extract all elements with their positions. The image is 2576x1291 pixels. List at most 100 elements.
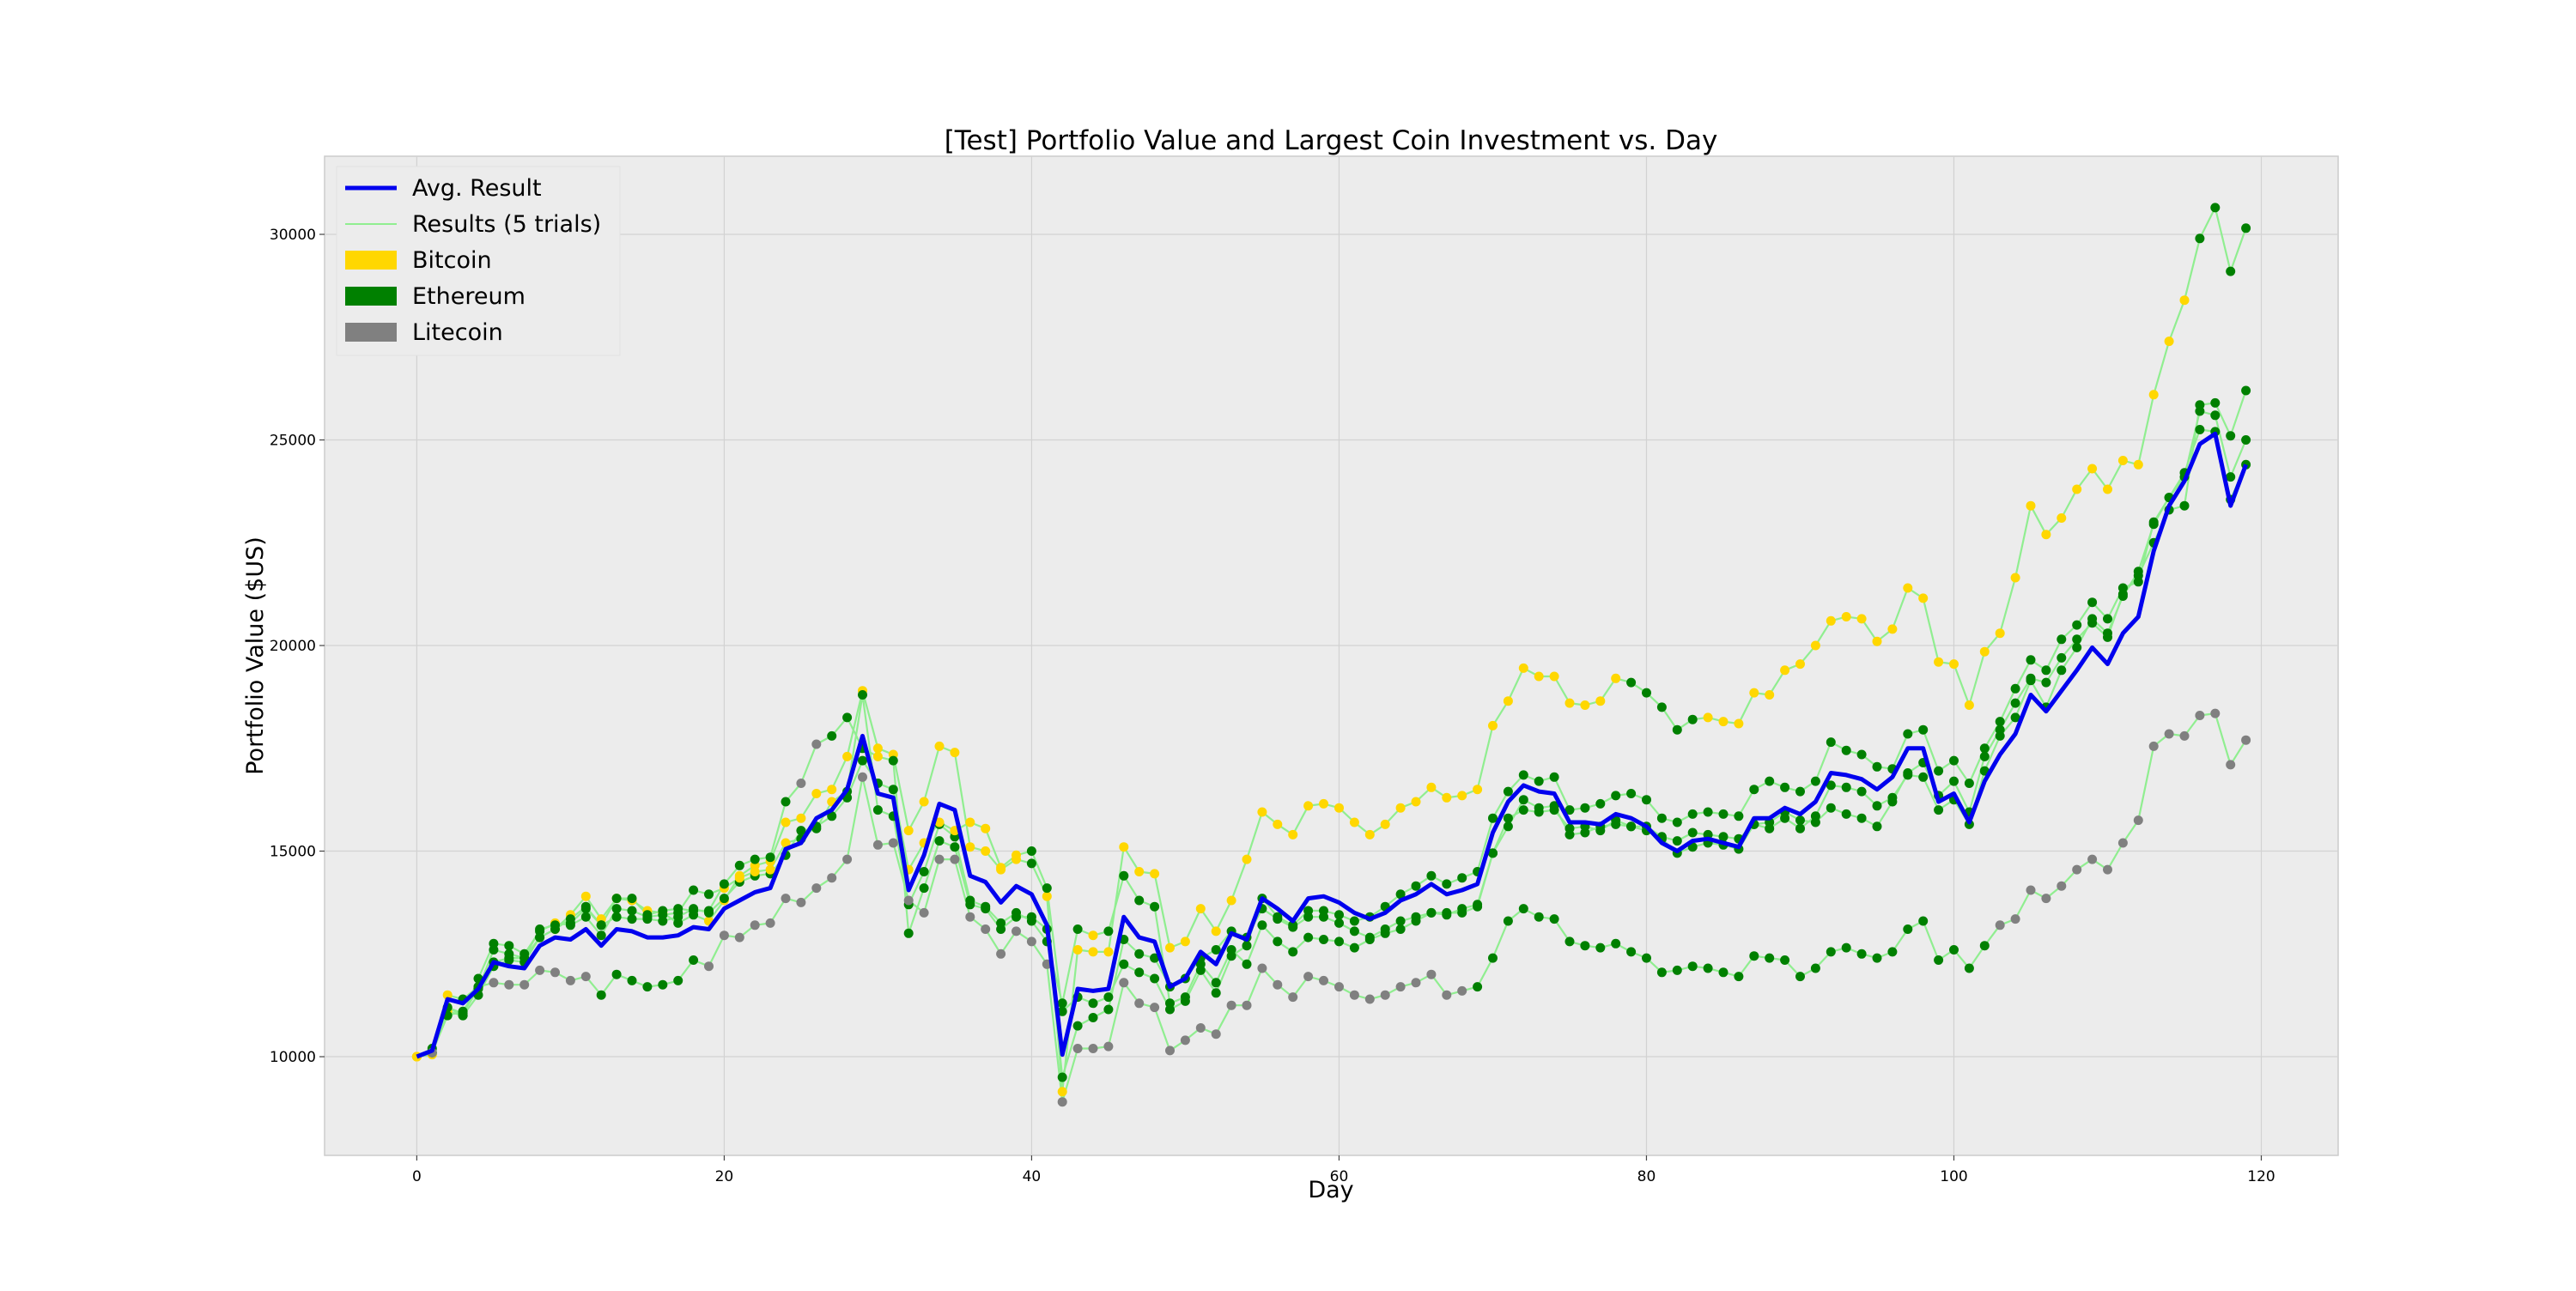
x-axis-label: Day bbox=[1308, 1177, 1353, 1203]
coin-marker bbox=[1380, 819, 1390, 829]
coin-marker bbox=[1765, 823, 1775, 833]
coin-marker bbox=[1810, 640, 1820, 651]
coin-marker bbox=[565, 918, 575, 928]
coin-marker bbox=[1564, 698, 1575, 708]
coin-marker bbox=[719, 894, 729, 904]
coin-marker bbox=[781, 797, 791, 807]
coin-marker bbox=[1549, 772, 1559, 782]
coin-marker bbox=[1012, 926, 1021, 936]
coin-marker bbox=[1319, 798, 1328, 809]
x-tick-label: 80 bbox=[1637, 1168, 1656, 1185]
coin-marker bbox=[1580, 803, 1590, 813]
coin-marker bbox=[1380, 924, 1390, 934]
coin-marker bbox=[734, 932, 744, 942]
coin-marker bbox=[673, 904, 683, 914]
coin-marker bbox=[2241, 735, 2251, 745]
coin-marker bbox=[1303, 972, 1314, 982]
coin-marker bbox=[827, 730, 837, 741]
coin-marker bbox=[519, 953, 530, 963]
y-tick-label: 25000 bbox=[270, 433, 316, 450]
coin-marker bbox=[719, 879, 729, 889]
coin-marker bbox=[611, 912, 622, 922]
coin-marker bbox=[872, 743, 883, 754]
coin-marker bbox=[2026, 676, 2036, 686]
coin-marker bbox=[1395, 916, 1406, 926]
coin-marker bbox=[934, 817, 945, 827]
coin-marker bbox=[842, 854, 853, 864]
coin-marker bbox=[1088, 930, 1098, 941]
coin-marker bbox=[827, 811, 837, 821]
coin-marker bbox=[2103, 628, 2112, 639]
coin-marker bbox=[1595, 696, 1606, 706]
coin-marker bbox=[2041, 530, 2051, 540]
coin-marker bbox=[1150, 901, 1160, 912]
coin-marker bbox=[750, 920, 760, 930]
coin-marker bbox=[442, 990, 453, 1000]
y-axis-label: Portfolio Value ($US) bbox=[242, 536, 269, 775]
coin-marker bbox=[1549, 914, 1559, 924]
coin-marker bbox=[1826, 803, 1836, 813]
coin-marker bbox=[2133, 577, 2143, 587]
coin-marker bbox=[1288, 829, 1298, 839]
coin-marker bbox=[1426, 782, 1437, 792]
coin-marker bbox=[1473, 982, 1483, 992]
coin-marker bbox=[1442, 792, 1452, 803]
coin-marker bbox=[704, 906, 714, 916]
legend-label: Ethereum bbox=[412, 283, 526, 310]
coin-marker bbox=[996, 949, 1006, 959]
coin-marker bbox=[1273, 819, 1283, 829]
coin-marker bbox=[765, 852, 775, 863]
coin-marker bbox=[796, 826, 806, 836]
coin-marker bbox=[996, 863, 1006, 873]
coin-marker bbox=[1103, 1004, 1114, 1015]
coin-marker bbox=[1042, 891, 1052, 901]
coin-marker bbox=[2179, 295, 2190, 306]
coin-marker bbox=[1211, 988, 1221, 998]
coin-marker bbox=[1334, 936, 1344, 947]
coin-marker bbox=[1626, 789, 1637, 798]
coin-marker bbox=[1364, 829, 1375, 839]
coin-marker bbox=[965, 912, 975, 922]
coin-marker bbox=[2210, 708, 2221, 718]
coin-marker bbox=[2010, 573, 2020, 583]
coin-marker bbox=[2072, 864, 2082, 875]
coin-marker bbox=[981, 846, 991, 856]
coin-marker bbox=[1841, 612, 1851, 621]
coin-marker bbox=[1319, 935, 1328, 944]
coin-marker bbox=[2133, 459, 2143, 470]
coin-marker bbox=[1765, 776, 1775, 786]
coin-marker bbox=[1026, 912, 1036, 922]
coin-marker bbox=[1749, 688, 1759, 698]
coin-marker bbox=[934, 836, 945, 846]
coin-marker bbox=[1503, 813, 1513, 823]
coin-marker bbox=[1103, 926, 1114, 936]
coin-marker bbox=[888, 838, 898, 848]
coin-marker bbox=[1057, 1006, 1067, 1016]
coin-marker bbox=[1979, 941, 1990, 951]
chart-title: [Test] Portfolio Value and Largest Coin … bbox=[945, 125, 1718, 156]
coin-marker bbox=[1518, 805, 1528, 815]
coin-marker bbox=[596, 990, 606, 1000]
coin-marker bbox=[2133, 815, 2143, 826]
coin-marker bbox=[2087, 597, 2098, 608]
coin-marker bbox=[658, 906, 668, 916]
coin-marker bbox=[2041, 677, 2051, 688]
coin-marker bbox=[981, 823, 991, 833]
coin-marker bbox=[872, 805, 883, 815]
coin-marker bbox=[842, 712, 853, 723]
coin-marker bbox=[2072, 484, 2082, 494]
coin-marker bbox=[1349, 916, 1359, 926]
coin-marker bbox=[2226, 431, 2236, 441]
coin-marker bbox=[1134, 867, 1145, 876]
coin-marker bbox=[1995, 628, 2005, 639]
coin-marker bbox=[580, 891, 591, 901]
coin-marker bbox=[1349, 990, 1359, 1000]
x-tick-label: 100 bbox=[1940, 1168, 1967, 1185]
coin-marker bbox=[2103, 484, 2112, 494]
coin-marker bbox=[2026, 655, 2036, 665]
coin-marker bbox=[627, 906, 637, 916]
coin-marker bbox=[796, 813, 806, 823]
coin-marker bbox=[888, 785, 898, 795]
legend-label: Avg. Result bbox=[412, 175, 542, 202]
coin-marker bbox=[1687, 827, 1698, 838]
